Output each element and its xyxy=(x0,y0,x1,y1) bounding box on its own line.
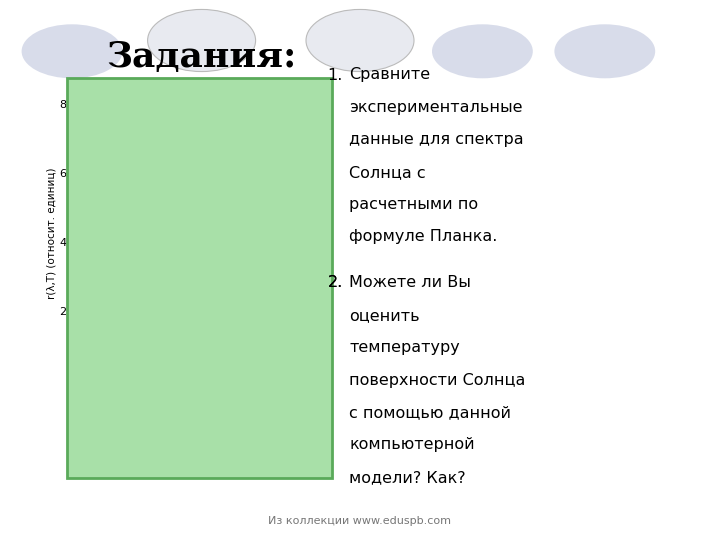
Text: Солнце: Солнце xyxy=(200,208,260,263)
Y-axis label: r(λ,T) (относит. единиц): r(λ,T) (относит. единиц) xyxy=(46,168,56,299)
Text: расчетными по: расчетными по xyxy=(349,197,478,212)
Text: Задания:: Задания: xyxy=(107,40,297,73)
Text: $r(\lambda,\ T)=\dfrac{2\pi c^{2}}{\lambda^{5}}\,\dfrac{h}{e^{hc/\lambda kT}{-}1: $r(\lambda,\ T)=\dfrac{2\pi c^{2}}{\lamb… xyxy=(204,414,325,440)
Text: 5800: 5800 xyxy=(195,441,223,451)
Text: экспериментальные: экспериментальные xyxy=(349,100,523,115)
Text: модели? Как?: модели? Как? xyxy=(349,470,466,485)
Text: ◉ длины волны λ: ◉ длины волны λ xyxy=(90,417,192,427)
Text: 2.: 2. xyxy=(328,275,343,291)
Text: K: K xyxy=(247,441,254,451)
Text: ▲
▼: ▲ ▼ xyxy=(230,441,235,454)
Text: T=: T= xyxy=(176,441,192,451)
Text: поверхности Солнца: поверхности Солнца xyxy=(349,373,526,388)
X-axis label: Длина волны, нм: Длина волны, нм xyxy=(156,406,255,416)
Text: оценить: оценить xyxy=(349,308,420,323)
Text: Из коллекции www.eduspb.com: Из коллекции www.eduspb.com xyxy=(269,516,451,526)
Text: температуру: температуру xyxy=(349,340,460,355)
Text: ○ частоты ν: ○ частоты ν xyxy=(90,441,161,451)
Text: формуле Планка.: формуле Планка. xyxy=(349,230,498,245)
Text: Солнца с: Солнца с xyxy=(349,165,426,180)
Text: с помощью данной: с помощью данной xyxy=(349,405,511,420)
Text: компьютерной: компьютерной xyxy=(349,437,474,453)
Text: данные для спектра: данные для спектра xyxy=(349,132,524,147)
Text: Можете ли Вы: Можете ли Вы xyxy=(349,275,471,291)
Text: 2.: 2. xyxy=(328,275,343,291)
Text: Зависимость от:: Зависимость от: xyxy=(90,393,186,403)
Text: 1.: 1. xyxy=(328,68,343,83)
Text: Сравните: Сравните xyxy=(349,68,431,83)
